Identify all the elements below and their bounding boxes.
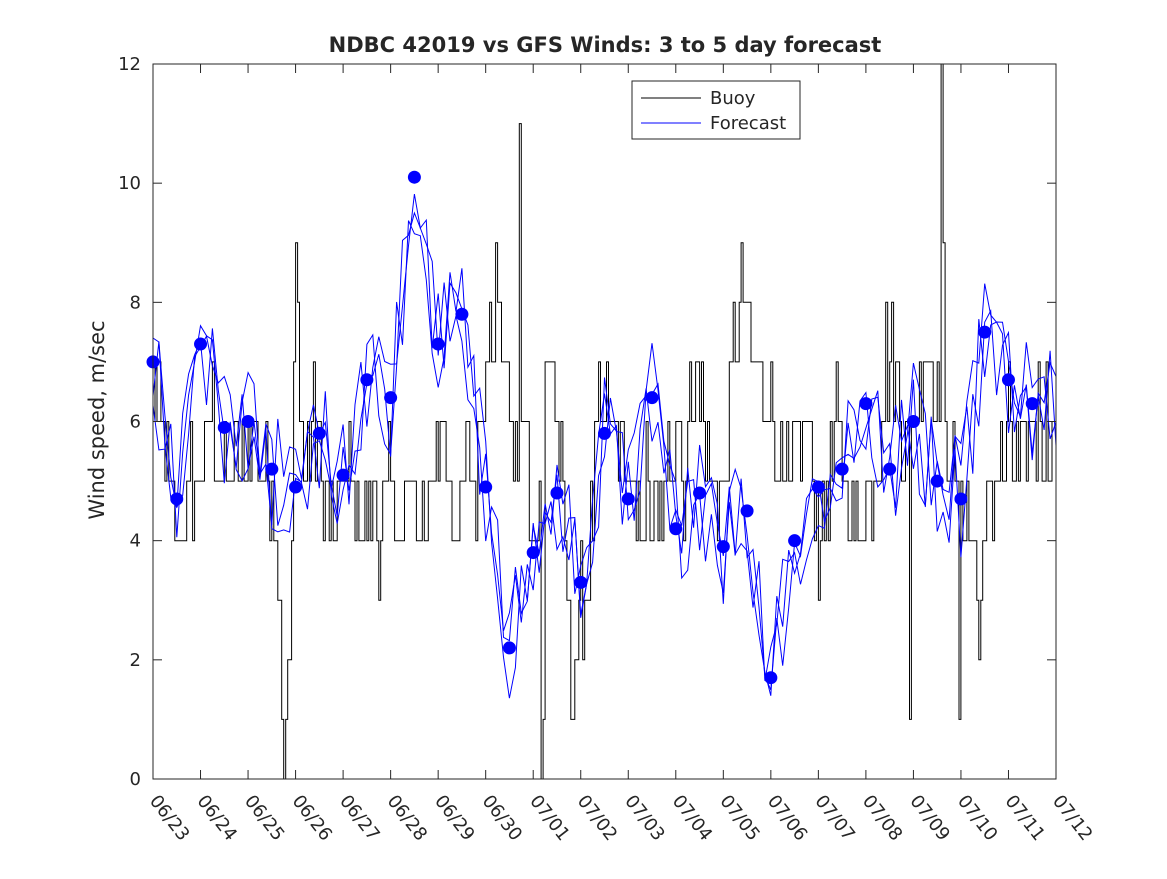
forecast-marker	[170, 492, 184, 506]
x-tick-label: 07/11	[1001, 791, 1049, 845]
x-tick-label: 06/26	[288, 791, 336, 845]
forecast-marker	[883, 462, 897, 476]
y-tick-label: 2	[130, 650, 141, 671]
forecast-marker	[217, 420, 231, 434]
forecast-marker	[431, 337, 445, 351]
forecast-marker	[241, 415, 255, 428]
legend-box	[631, 80, 801, 140]
forecast-marker	[360, 373, 374, 387]
x-tick-label: 07/01	[525, 791, 573, 845]
forecast-marker	[859, 397, 873, 411]
forecast-marker	[455, 307, 469, 321]
x-tick-label: 07/04	[668, 791, 716, 845]
forecast-marker	[1025, 397, 1039, 411]
forecast-marker	[669, 522, 683, 536]
x-tick-label: 06/28	[383, 791, 431, 845]
x-tick-label: 07/07	[810, 791, 858, 845]
y-axis-label: Wind speed, m/sec	[85, 320, 109, 519]
forecast-marker	[716, 540, 730, 554]
x-tick-label: 07/08	[858, 791, 906, 845]
x-tick-label: 07/03	[620, 791, 668, 845]
x-tick-label: 07/12	[1048, 791, 1096, 845]
forecast-marker	[930, 474, 944, 488]
forecast-marker	[621, 492, 635, 506]
x-tick-label: 07/09	[905, 791, 953, 845]
forecast-marker	[574, 575, 588, 589]
x-tick-label: 07/05	[715, 791, 763, 845]
forecast-marker	[479, 480, 493, 494]
forecast-marker	[740, 504, 754, 518]
forecast-marker	[194, 337, 208, 351]
y-tick-label: 4	[130, 531, 141, 552]
forecast-marker	[788, 534, 802, 548]
x-tick-label: 07/06	[763, 791, 811, 845]
x-tick-label: 06/29	[430, 791, 478, 845]
forecast-marker	[312, 426, 326, 440]
y-tick-label: 10	[118, 173, 141, 194]
forecast-marker	[526, 546, 540, 560]
x-tick-label: 06/27	[335, 791, 383, 845]
forecast-marker	[835, 462, 849, 476]
forecast-marker	[906, 415, 920, 428]
x-tick-label: 06/25	[240, 791, 288, 845]
x-tick-label: 07/10	[953, 791, 1001, 845]
forecast-marker	[289, 480, 303, 494]
x-tick-label: 06/24	[193, 791, 241, 845]
forecast-marker	[407, 170, 421, 184]
forecast-marker	[598, 426, 611, 440]
x-tick-label: 06/30	[478, 791, 526, 845]
forecast-marker	[645, 391, 659, 405]
legend: Buoy Forecast	[631, 80, 801, 140]
y-tick-label: 6	[130, 412, 141, 433]
forecast-marker	[502, 641, 516, 655]
forecast-marker	[693, 486, 707, 500]
y-tick-label: 0	[130, 769, 141, 790]
x-tick-label: 06/23	[145, 791, 193, 845]
forecast-marker	[811, 480, 825, 494]
y-tick-label: 12	[118, 54, 141, 75]
forecast-marker	[1001, 373, 1015, 387]
forecast-series-line	[153, 211, 1056, 681]
forecast-series-line	[153, 194, 1056, 699]
y-tick-label: 8	[130, 292, 141, 313]
buoy-series-line	[153, 64, 1056, 779]
forecast-marker	[764, 671, 778, 685]
forecast-marker	[384, 391, 398, 405]
legend-label-buoy: Buoy	[710, 88, 756, 109]
forecast-marker	[978, 325, 992, 339]
forecast-marker	[336, 468, 350, 482]
chart-title: NDBC 42019 vs GFS Winds: 3 to 5 day fore…	[329, 33, 882, 57]
legend-label-forecast: Forecast	[710, 113, 786, 134]
forecast-marker	[550, 486, 564, 500]
forecast-marker	[265, 462, 279, 476]
forecast-marker	[954, 492, 968, 506]
x-tick-label: 07/02	[573, 791, 621, 845]
